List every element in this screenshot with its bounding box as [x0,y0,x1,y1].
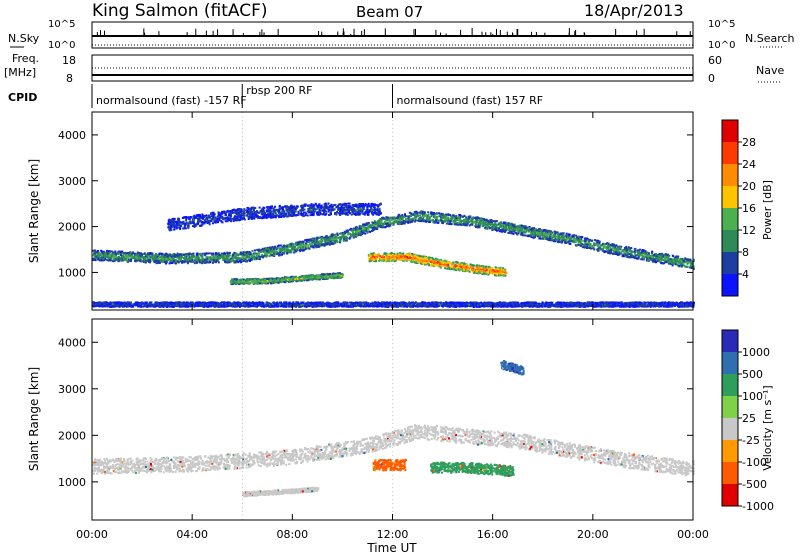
nsky-panel: N.Sky 10^5 10^0 10^5 10^0 N.Search [8,19,795,51]
colorbar-tick-label: -25 [742,434,760,447]
freq-unit-label: [MHz] [4,66,36,79]
nave-tick-high: 60 [708,54,722,67]
colorbar-swatch [722,396,738,419]
colorbar-swatch [722,418,738,441]
colorbar-tick-label: -500 [742,478,767,491]
colorbar-tick-label: 25 [742,412,756,425]
range-tick-label: 4000 [58,129,86,142]
colorbar-swatch [722,164,738,187]
colorbar-swatch [722,186,738,209]
colorbar-tick-label: 28 [742,136,756,149]
velocity-heatmap: 1000 2000 3000 4000 Slant Range [km] [27,318,695,521]
time-tick-label: 20:00 [577,528,609,541]
nsky-tick-high: 10^5 [48,19,75,30]
time-tick-label: 12:00 [377,528,409,541]
nave-tick-low: 0 [708,72,715,85]
colorbar-swatch [722,252,738,275]
cpid-segment-label: normalsound (fast) -157 RF [96,94,247,107]
station-title: King Salmon (fitACF) [92,1,268,21]
colorbar-tick-label: 500 [742,368,763,381]
colorbar-tick-label: -1000 [742,500,774,513]
range-tick-label: 1000 [58,266,86,279]
power-colorbar: 28 24 20 16 12 8 4 [721,119,756,297]
velocity-colorbar-label: Velocity [m s⁻¹] [761,385,774,470]
range-tick-label: 1000 [58,476,86,489]
nsearch-tick-low: 10^0 [708,40,735,51]
colorbar-swatch [722,352,738,375]
cpid-segment-label: rbsp 200 RF [246,84,312,97]
colorbar-tick-label: 12 [742,224,756,237]
colorbar-swatch [722,484,738,507]
range-tick-label: 3000 [58,383,86,396]
time-tick-label: 00:00 [677,528,709,541]
range-tick-label: 4000 [58,336,86,349]
range-tick-label: 2000 [58,429,86,442]
range-tick-label: 3000 [58,175,86,188]
time-tick-label: 04:00 [176,528,208,541]
cpid-segment-label: normalsound (fast) 157 RF [397,94,544,107]
velocity-ylabel: Slant Range [km] [27,367,41,471]
freq-panel: Freq. [MHz] 18 8 60 0 Nave [4,52,784,85]
colorbar-swatch [722,374,738,397]
colorbar-swatch [722,274,738,297]
nsearch-label: N.Search [745,32,795,45]
time-tick-label: 16:00 [477,528,509,541]
nave-label: Nave [756,64,784,77]
nsky-label: N.Sky [8,32,40,45]
freq-tick-low: 8 [66,72,73,85]
colorbar-swatch [722,120,738,143]
power-ylabel: Slant Range [km] [27,159,41,263]
colorbar-swatch [722,462,738,485]
range-tick-label: 2000 [58,221,86,234]
freq-label: Freq. [12,52,39,65]
time-tick-label: 00:00 [76,528,108,541]
power-colorbar-label: Power [dB] [761,180,774,240]
freq-tick-high: 18 [62,54,76,67]
colorbar-swatch [722,142,738,165]
colorbar-tick-label: 4 [742,268,749,281]
time-axis-label: Time UT [366,541,417,554]
beam-title: Beam 07 [356,3,423,21]
colorbar-tick-label: 24 [742,158,756,171]
cpid-label: CPID [8,91,37,104]
colorbar-tick-label: 100 [742,390,763,403]
time-tick-label: 08:00 [276,528,308,541]
colorbar-tick-label: 20 [742,180,756,193]
colorbar-tick-label: 16 [742,202,756,215]
colorbar-swatch [722,440,738,463]
nsearch-tick-high: 10^5 [708,19,735,30]
power-heatmap: 1000 2000 3000 4000 Slant Range [km] [27,111,695,311]
colorbar-swatch [722,330,738,353]
colorbar-swatch [722,230,738,253]
colorbar-tick-label: 1000 [742,346,770,359]
date-title: 18/Apr/2013 [584,1,684,20]
colorbar-swatch [722,208,738,231]
nsky-tick-low: 10^0 [48,40,75,51]
colorbar-tick-label: 8 [742,246,749,259]
